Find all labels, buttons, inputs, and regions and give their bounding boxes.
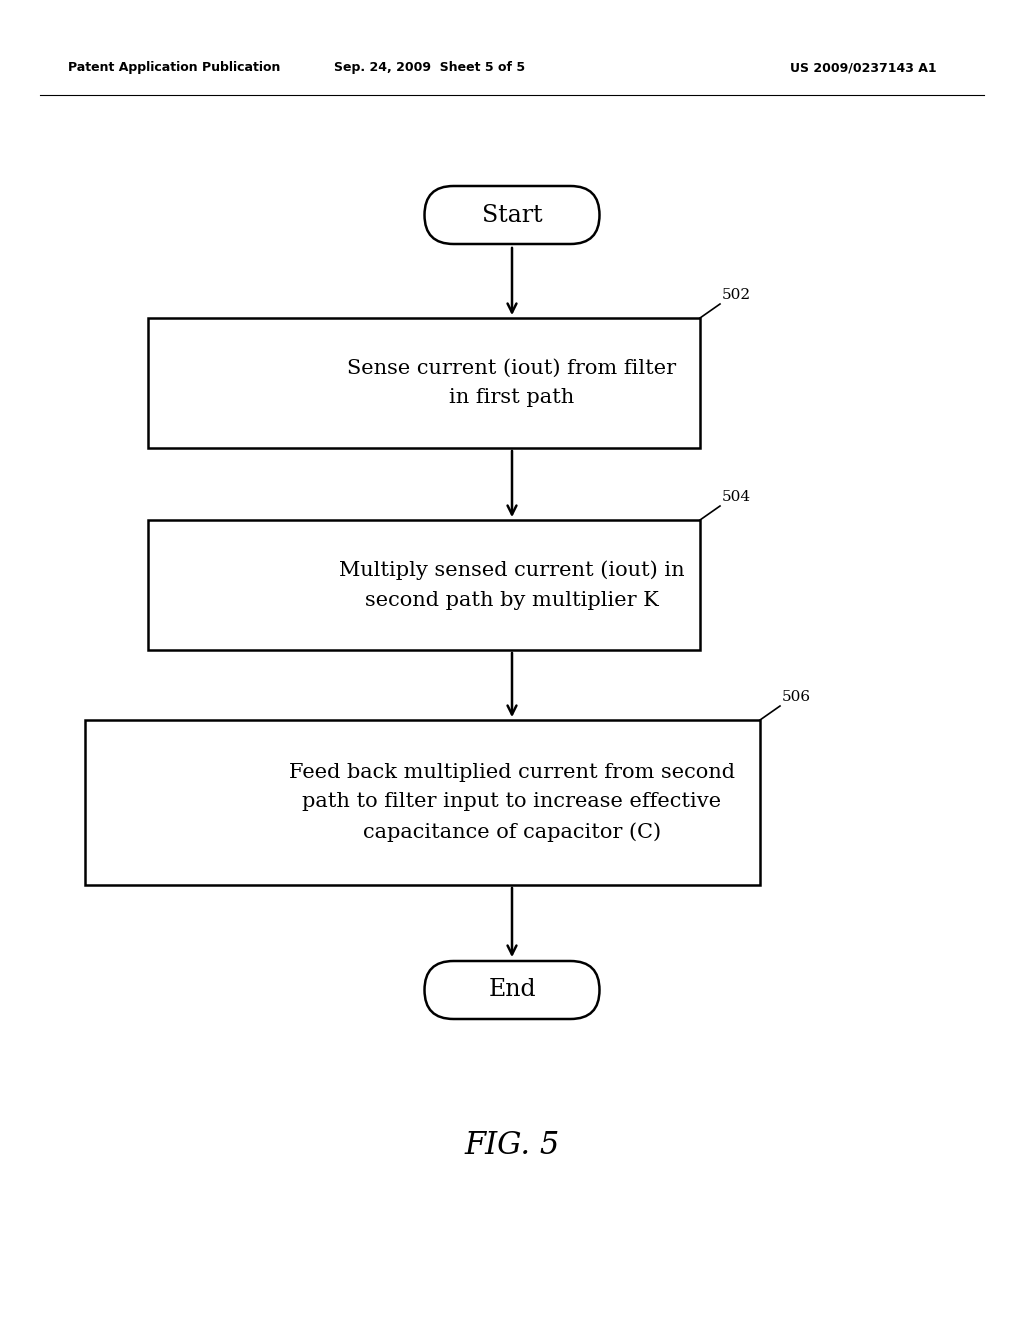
Text: Sense current (iout) from filter
in first path: Sense current (iout) from filter in firs… bbox=[347, 359, 677, 408]
Text: 504: 504 bbox=[722, 490, 752, 504]
Bar bbox=[148, 520, 700, 649]
Bar bbox=[85, 719, 760, 884]
Text: Feed back multiplied current from second
path to filter input to increase effect: Feed back multiplied current from second… bbox=[289, 763, 735, 842]
Text: 502: 502 bbox=[722, 288, 752, 302]
Bar bbox=[148, 318, 700, 447]
Text: US 2009/0237143 A1: US 2009/0237143 A1 bbox=[790, 62, 937, 74]
Text: Multiply sensed current (iout) in
second path by multiplier K: Multiply sensed current (iout) in second… bbox=[339, 561, 685, 610]
Text: Start: Start bbox=[481, 203, 543, 227]
Text: End: End bbox=[488, 978, 536, 1002]
Text: FIG. 5: FIG. 5 bbox=[464, 1130, 560, 1160]
FancyBboxPatch shape bbox=[425, 961, 599, 1019]
Text: Sep. 24, 2009  Sheet 5 of 5: Sep. 24, 2009 Sheet 5 of 5 bbox=[335, 62, 525, 74]
Text: 506: 506 bbox=[782, 690, 811, 704]
FancyBboxPatch shape bbox=[425, 186, 599, 244]
Text: Patent Application Publication: Patent Application Publication bbox=[68, 62, 281, 74]
